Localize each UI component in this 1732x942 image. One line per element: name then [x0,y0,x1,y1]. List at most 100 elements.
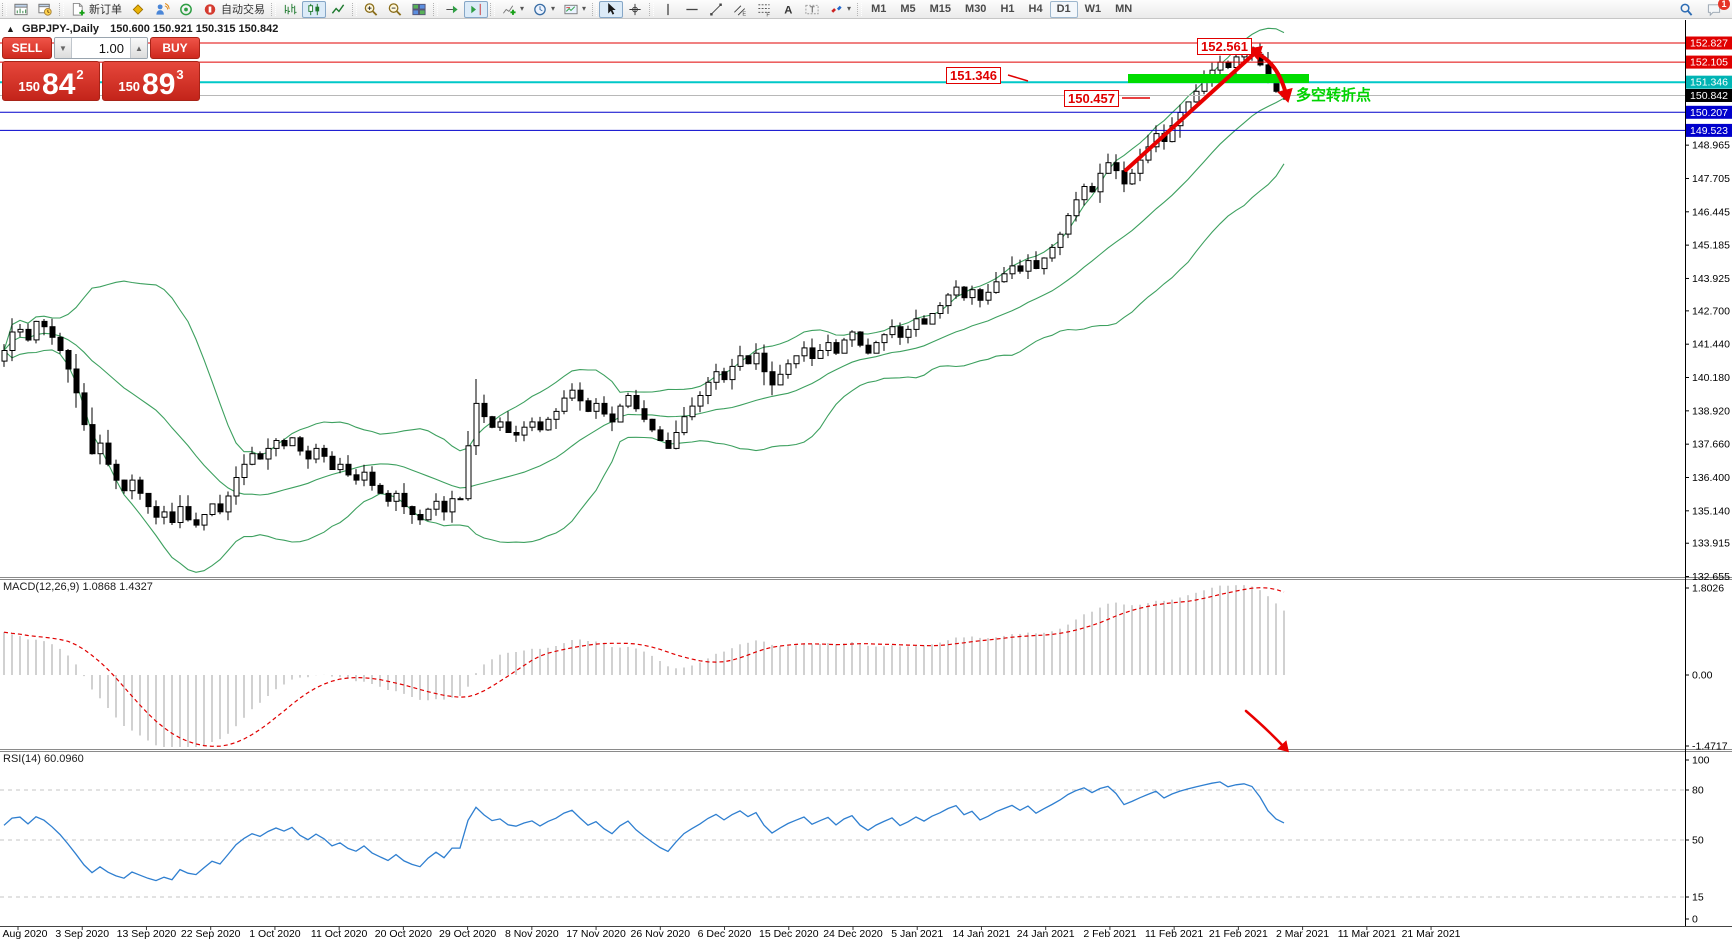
fibonacci-tool-button[interactable]: F [752,1,776,18]
toolbar-grip [857,2,863,16]
auto-scroll-button[interactable] [440,1,464,18]
svg-text:15: 15 [1692,892,1704,904]
market-icon [132,3,144,15]
autotrading-button[interactable]: 自动交易 [198,1,269,18]
svg-text:0.00: 0.00 [1692,670,1713,682]
bar-chart-mode-button[interactable] [278,1,302,18]
channel-tool-button[interactable]: E [728,1,752,18]
timeframe-w1-button[interactable]: W1 [1084,3,1102,15]
one-click-collapse-icon[interactable]: ▲ [6,24,15,34]
svg-text:152.827: 152.827 [1690,38,1728,50]
svg-text:80: 80 [1692,785,1704,797]
price-label-152561[interactable]: 152.561 [1197,38,1252,55]
volume-decrement-button[interactable]: ▼ [55,38,72,58]
bollinger-bands [3,27,1285,573]
timeframe-h4-button[interactable]: H4 [1028,3,1043,15]
sell-price-point: 2 [76,67,84,82]
sell-price-pips: 84 [42,67,76,101]
chart-shift-button[interactable] [464,0,488,18]
market-button[interactable] [126,1,150,18]
community-button[interactable] [174,1,198,18]
timeframe-d1-button[interactable]: D1 [1049,0,1078,18]
sell-price-display[interactable]: 150 84 2 [2,61,100,101]
timeframe-m15-button[interactable]: M15 [929,3,952,15]
volume-increment-button[interactable]: ▲ [130,38,147,58]
date-label: 25 Aug 2020 [0,928,48,940]
notifications-button[interactable]: 1 [1702,0,1730,18]
sell-button[interactable]: SELL [2,37,52,59]
vertical-line-tool-button[interactable] [656,1,680,18]
signals-icon [156,2,170,15]
templates-button[interactable]: ▾ [559,1,590,18]
signals-button[interactable] [150,1,174,18]
tile-windows-button[interactable] [407,1,431,18]
arrows-tool-button[interactable]: ▾ [824,1,855,18]
buy-price-display[interactable]: 150 89 3 [102,61,200,101]
svg-text:T: T [810,4,815,14]
timeframe-m1-button[interactable]: M1 [871,3,887,15]
periods-button[interactable]: ▾ [528,1,559,18]
zoom-in-icon [364,2,378,16]
svg-text:145.185: 145.185 [1692,240,1730,252]
crosshair-icon [629,3,641,15]
svg-text:136.400: 136.400 [1692,472,1730,484]
svg-text:142.700: 142.700 [1692,305,1730,317]
cursor-icon [608,2,616,15]
zoom-out-button[interactable] [383,1,407,18]
volume-input[interactable]: 1.00 [98,40,124,56]
turning-point-note[interactable]: 多空转折点 [1296,87,1372,104]
text-label-tool-button[interactable]: T [800,1,824,18]
dropdown-caret-icon: ▾ [582,4,587,13]
new-chart-window-button[interactable] [9,1,33,18]
crosshair-tool-button[interactable] [623,1,647,18]
date-label: 15 Dec 2020 [759,928,819,940]
indicators-button[interactable]: ▾ [497,1,528,18]
svg-text:1.8026: 1.8026 [1692,583,1724,595]
date-label: 22 Sep 2020 [181,928,241,940]
svg-text:138.920: 138.920 [1692,405,1730,417]
date-label: 17 Nov 2020 [566,928,626,940]
macd-indicator-label: MACD(12,26,9) 1.0868 1.4327 [3,581,153,593]
timeframe-m30-button[interactable]: M30 [965,3,987,15]
candlestick-mode-button[interactable] [302,0,326,18]
price-label-151346[interactable]: 151.346 [946,67,1001,84]
candles [1,43,1288,531]
timeframe-mn-button[interactable]: MN [1115,3,1133,15]
zoom-in-button[interactable] [359,1,383,18]
svg-text:146.445: 146.445 [1692,206,1730,218]
chart-shift-icon [471,3,481,15]
date-label: 24 Dec 2020 [823,928,883,940]
autotrading-label: 自动交易 [221,4,265,16]
chart-symbol-period: GBPJPY-,Daily [21,23,100,35]
date-label: 21 Mar 2021 [1402,928,1461,940]
svg-text:F: F [766,12,770,16]
date-label: 2 Mar 2021 [1276,928,1329,940]
date-label: 11 Feb 2021 [1145,928,1203,940]
periods-clock-icon [534,3,546,15]
svg-text:133.915: 133.915 [1692,538,1730,550]
timeframe-h1-button[interactable]: H1 [1000,3,1015,15]
text-tool-button[interactable]: A [776,1,800,18]
timeframe-m5-button[interactable]: M5 [900,3,916,15]
new-order-label: 新订单 [89,4,122,16]
auto-scroll-icon [446,5,458,13]
price-axis: 148.965 147.705 146.445 145.185 143.925 142.7… [1685,36,1732,926]
profiles-button[interactable] [33,1,57,18]
indicators-icon [503,4,516,15]
date-label: 5 Jan 2021 [891,928,943,940]
svg-text:150.207: 150.207 [1690,107,1728,119]
svg-text:150.842: 150.842 [1690,90,1728,102]
support-zone [1128,74,1309,83]
cursor-tool-button[interactable] [599,0,624,18]
buy-button[interactable]: BUY [150,37,200,59]
search-button[interactable] [1674,1,1698,18]
horizontal-line-tool-button[interactable] [680,1,704,18]
svg-text:132.655: 132.655 [1692,571,1730,583]
price-label-150457[interactable]: 150.457 [1064,90,1119,107]
new-order-button[interactable]: 新订单 [66,1,126,18]
trendline-tool-button[interactable] [704,1,728,18]
line-chart-mode-button[interactable] [326,1,350,18]
rsi-pane [0,781,1685,898]
